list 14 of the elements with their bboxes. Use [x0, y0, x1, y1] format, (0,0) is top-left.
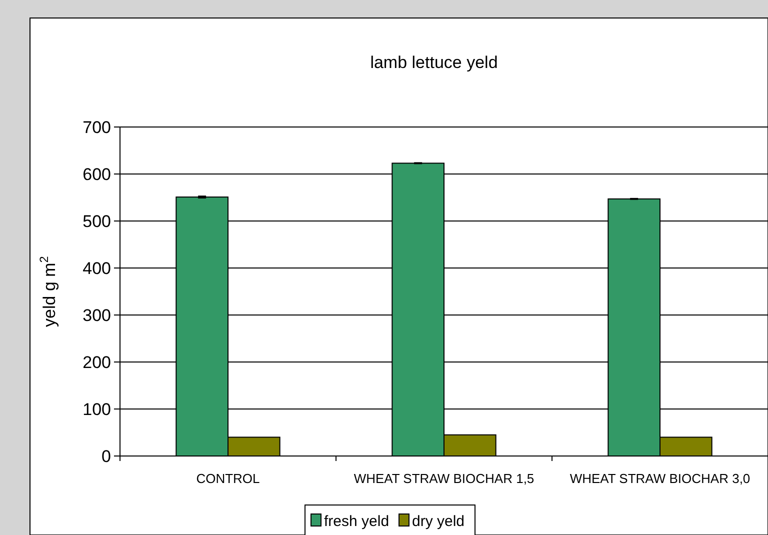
x-tick-label: WHEAT STRAW BIOCHAR 3,0 — [570, 471, 750, 486]
x-tick-label: WHEAT STRAW BIOCHAR 1,5 — [354, 471, 534, 486]
y-tick-label: 300 — [82, 306, 111, 325]
x-tick-label: CONTROL — [196, 471, 260, 486]
y-tick-label: 700 — [82, 118, 111, 137]
y-tick-label: 500 — [82, 212, 111, 231]
y-tick-label: 600 — [82, 164, 111, 184]
y-tick-label: 400 — [82, 258, 111, 278]
legend-label: dry yeld — [412, 513, 465, 530]
y-tick-label: 200 — [82, 352, 111, 372]
y-tick-label: 0 — [102, 446, 111, 466]
chart-title: lamb lettuce yeld — [370, 53, 498, 72]
y-tick-label: 100 — [82, 400, 111, 419]
legend-label: fresh yeld — [324, 513, 390, 530]
